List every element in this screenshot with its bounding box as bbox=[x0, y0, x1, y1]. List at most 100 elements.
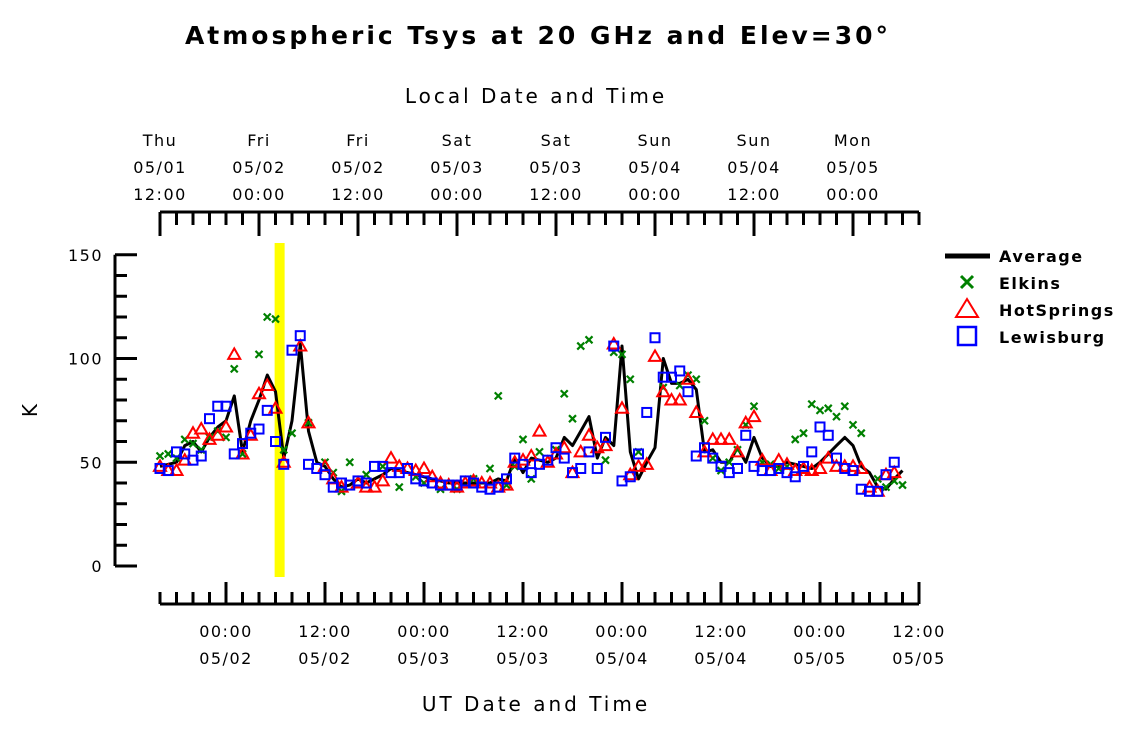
top-tick-time: 00:00 bbox=[628, 185, 682, 204]
lewisburg-point bbox=[740, 429, 752, 441]
hotsprings-point bbox=[639, 456, 655, 470]
elkins-point bbox=[535, 447, 544, 457]
bottom-tick-date: 05/03 bbox=[496, 649, 550, 668]
elkins-point bbox=[898, 480, 907, 490]
lewisburg-point bbox=[204, 413, 215, 425]
hotsprings-point bbox=[622, 466, 638, 481]
lewisburg-point bbox=[237, 438, 248, 450]
bottom-axis: 00:00 05/02 12:00 05/02 00:00 05/03 12:00 05/03… bbox=[158, 582, 946, 668]
lewisburg-point bbox=[286, 344, 298, 356]
lewisburg-point bbox=[402, 462, 413, 474]
lewisburg-point bbox=[583, 446, 595, 458]
bottom-tick-time: 00:00 bbox=[595, 622, 649, 641]
lewisburg-point bbox=[880, 469, 892, 481]
elkins-point bbox=[262, 312, 272, 322]
hotsprings-point bbox=[523, 448, 539, 462]
bottom-tick-date: 05/02 bbox=[199, 649, 253, 668]
hotsprings-point bbox=[688, 404, 704, 418]
elkins-point bbox=[345, 457, 355, 467]
hotsprings-point bbox=[812, 460, 828, 474]
lewisburg-point bbox=[649, 332, 661, 344]
elkins-point bbox=[518, 435, 528, 444]
legend-elkins-label: Elkins bbox=[999, 274, 1061, 293]
y-tick-label: 150 bbox=[68, 246, 103, 265]
top-tick-time: 00:00 bbox=[826, 185, 880, 204]
chart-title: Atmospheric Tsys at 20 GHz and Elev=30° bbox=[185, 21, 891, 50]
elkins-point bbox=[584, 335, 594, 345]
lewisburg-series bbox=[154, 330, 900, 497]
legend-hotsprings-swatch bbox=[954, 297, 980, 318]
lewisburg-point bbox=[492, 481, 504, 493]
elkins-point bbox=[155, 451, 165, 461]
lewisburg-point bbox=[270, 436, 281, 447]
elkins-point bbox=[749, 401, 759, 411]
lewisburg-point bbox=[228, 448, 240, 460]
elkins-point bbox=[856, 428, 866, 438]
elkins-point bbox=[807, 399, 817, 409]
bottom-tick-time: 00:00 bbox=[793, 622, 847, 641]
top-tick-time: 00:00 bbox=[232, 185, 286, 204]
hotsprings-point bbox=[647, 348, 663, 362]
elkins-point bbox=[733, 445, 742, 455]
elkins-point bbox=[485, 464, 495, 473]
top-tick-day: Sat bbox=[442, 131, 473, 150]
elkins-point bbox=[774, 464, 784, 473]
elkins-point bbox=[559, 389, 569, 399]
hotsprings-point bbox=[300, 414, 317, 429]
hotsprings-point bbox=[276, 454, 292, 468]
lewisburg-point bbox=[732, 462, 743, 474]
top-tick-day: Thu bbox=[142, 131, 178, 150]
elkins-point bbox=[832, 412, 841, 421]
top-tick-time: 00:00 bbox=[430, 185, 484, 204]
lewisburg-point bbox=[195, 450, 207, 462]
top-tick-date: 05/04 bbox=[628, 158, 682, 177]
lewisburg-point bbox=[682, 386, 694, 398]
hotsprings-point bbox=[210, 427, 226, 441]
top-tick-time: 12:00 bbox=[331, 185, 385, 204]
hotsprings-point bbox=[531, 423, 548, 437]
top-tick-date: 05/03 bbox=[430, 158, 484, 177]
lewisburg-point bbox=[624, 471, 636, 483]
elkins-point bbox=[493, 391, 503, 401]
lewisburg-point bbox=[872, 485, 884, 497]
y-tick-label: 50 bbox=[80, 453, 103, 472]
lewisburg-point bbox=[501, 473, 512, 485]
legend-lewisburg-swatch bbox=[956, 325, 978, 347]
elkins-point bbox=[378, 462, 388, 471]
legend: Average Elkins HotSprings Lewisburg bbox=[945, 247, 1115, 347]
lewisburg-point bbox=[666, 371, 677, 383]
top-tick-day: Sat bbox=[541, 131, 572, 150]
elkins-point bbox=[601, 455, 610, 465]
lewisburg-point bbox=[641, 406, 653, 418]
lewisburg-point bbox=[608, 340, 620, 352]
top-axis-title: Local Date and Time bbox=[405, 84, 667, 108]
lewisburg-point bbox=[600, 431, 611, 443]
elkins-point bbox=[790, 435, 800, 444]
lewisburg-point bbox=[360, 477, 372, 489]
elkins-series bbox=[155, 312, 907, 496]
elkins-point bbox=[229, 364, 239, 374]
lewisburg-point bbox=[162, 465, 174, 477]
lewisburg-point bbox=[517, 458, 529, 470]
legend-elkins-swatch bbox=[959, 274, 975, 290]
elkins-point bbox=[848, 420, 858, 430]
top-tick-day: Mon bbox=[834, 131, 872, 150]
elkins-point bbox=[625, 374, 635, 384]
top-tick-date: 05/02 bbox=[232, 158, 286, 177]
legend-hotsprings-label: HotSprings bbox=[999, 301, 1115, 320]
lewisburg-point bbox=[699, 442, 710, 454]
top-tick-date: 05/04 bbox=[727, 158, 781, 177]
hotsprings-point bbox=[655, 383, 671, 398]
lewisburg-point bbox=[798, 460, 809, 472]
elkins-point bbox=[279, 445, 289, 455]
y-axis: 0 50 100 150 bbox=[68, 246, 137, 576]
elkins-point bbox=[840, 401, 850, 411]
lewisburg-point bbox=[550, 442, 562, 454]
bottom-tick-date: 05/04 bbox=[595, 649, 649, 668]
lewisburg-point bbox=[847, 465, 859, 477]
bottom-tick-time: 12:00 bbox=[892, 622, 946, 641]
top-tick-day: Fri bbox=[346, 131, 370, 150]
lewisburg-point bbox=[575, 462, 587, 474]
lewisburg-point bbox=[690, 450, 702, 462]
